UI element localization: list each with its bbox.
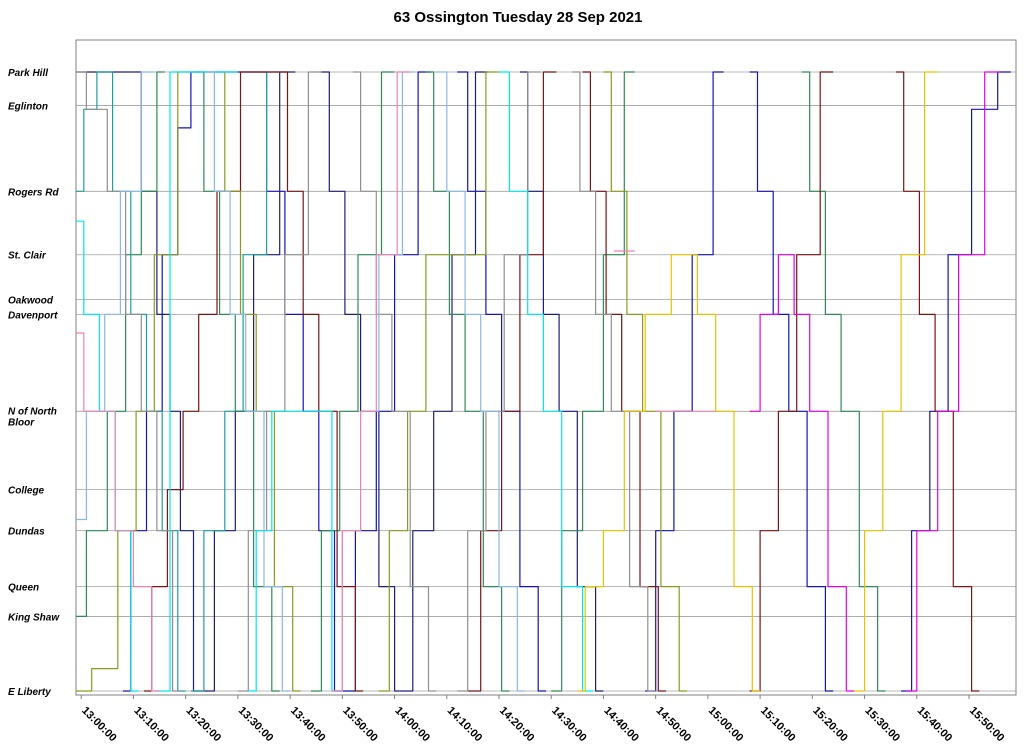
vehicle-trace (154, 71, 186, 692)
x-tick-label: 14:10:00 (445, 705, 485, 745)
chart-title: 63 Ossington Tuesday 28 Sep 2021 (394, 9, 643, 26)
x-tick-label: 14:30:00 (549, 705, 589, 745)
vehicle-trace (854, 71, 938, 692)
station-labels: Park Hill Eglinton Rogers Rd St. Clair Oakwo… (8, 68, 60, 698)
x-tick-label: 15:40:00 (915, 705, 955, 745)
x-tick-label: 15:20:00 (810, 705, 850, 745)
vehicle-trace (577, 254, 761, 692)
vehicle-trace (749, 71, 834, 692)
vehicle-trace (352, 71, 437, 692)
vehicle-trace (76, 332, 160, 692)
vehicle-trace (321, 71, 400, 692)
vehicle-trace (76, 71, 191, 692)
vehicle-trace (906, 71, 1001, 692)
x-tick-label: 13:10:00 (131, 705, 171, 745)
vehicle-trace (603, 71, 687, 692)
x-tick-label: 14:50:00 (654, 705, 694, 745)
vehicle-trace (457, 71, 546, 692)
plot-area (75, 39, 1017, 696)
vehicle-trace (331, 71, 411, 692)
station-label: Oakwood (8, 295, 54, 306)
vehicle-trace (749, 254, 855, 692)
station-label: Queen (8, 583, 39, 594)
station-label: Park Hill (8, 68, 48, 79)
station-label: N of North Bloor (8, 406, 57, 428)
vehicle-trace (206, 71, 291, 692)
station-label: Dundas (8, 527, 45, 538)
x-tick-label: 14:40:00 (601, 705, 641, 745)
station-label: College (8, 486, 45, 497)
station-label: St. Clair (8, 251, 47, 262)
x-tick-label: 13:20:00 (184, 705, 224, 745)
x-tick-label: 15:10:00 (758, 705, 798, 745)
vehicle-trace (248, 410, 343, 692)
vehicle-trace (801, 71, 886, 692)
x-tick-label: 14:00:00 (392, 705, 432, 745)
x-tick-label: 13:40:00 (288, 705, 328, 745)
station-label: Davenport (8, 310, 58, 321)
x-tick-label: 14:20:00 (497, 705, 537, 745)
x-tick-label: 15:30:00 (862, 705, 902, 745)
vehicle-trace (895, 71, 980, 692)
x-tick-label: 13:00:00 (79, 705, 119, 745)
x-tick-label: 15:00:00 (706, 705, 746, 745)
vehicle-trace (378, 71, 499, 692)
x-tick-label: 15:50:00 (967, 705, 1007, 745)
vehicle-trace (279, 71, 364, 692)
station-label: Eglinton (8, 102, 48, 113)
vehicle-traces (76, 71, 1011, 692)
time-tick-labels: 13:00:00 13:10:00 13:20:00 13:30:00 13:40:00… (79, 695, 1007, 745)
vehicle-trace (190, 71, 280, 692)
vehicle-trace (76, 71, 165, 618)
vehicle-trace (499, 71, 593, 692)
x-tick-label: 13:30:00 (236, 705, 276, 745)
vehicle-trace (425, 71, 510, 692)
x-tick-label: 13:50:00 (340, 705, 380, 745)
station-label: Rogers Rd (8, 187, 59, 198)
station-label: King Shaw (8, 612, 60, 623)
vehicle-trace (749, 71, 834, 692)
station-label: E Liberty (8, 687, 51, 698)
vehicle-trace (572, 71, 656, 692)
vehicle-trace (436, 71, 526, 692)
vehicle-trace (76, 71, 181, 692)
